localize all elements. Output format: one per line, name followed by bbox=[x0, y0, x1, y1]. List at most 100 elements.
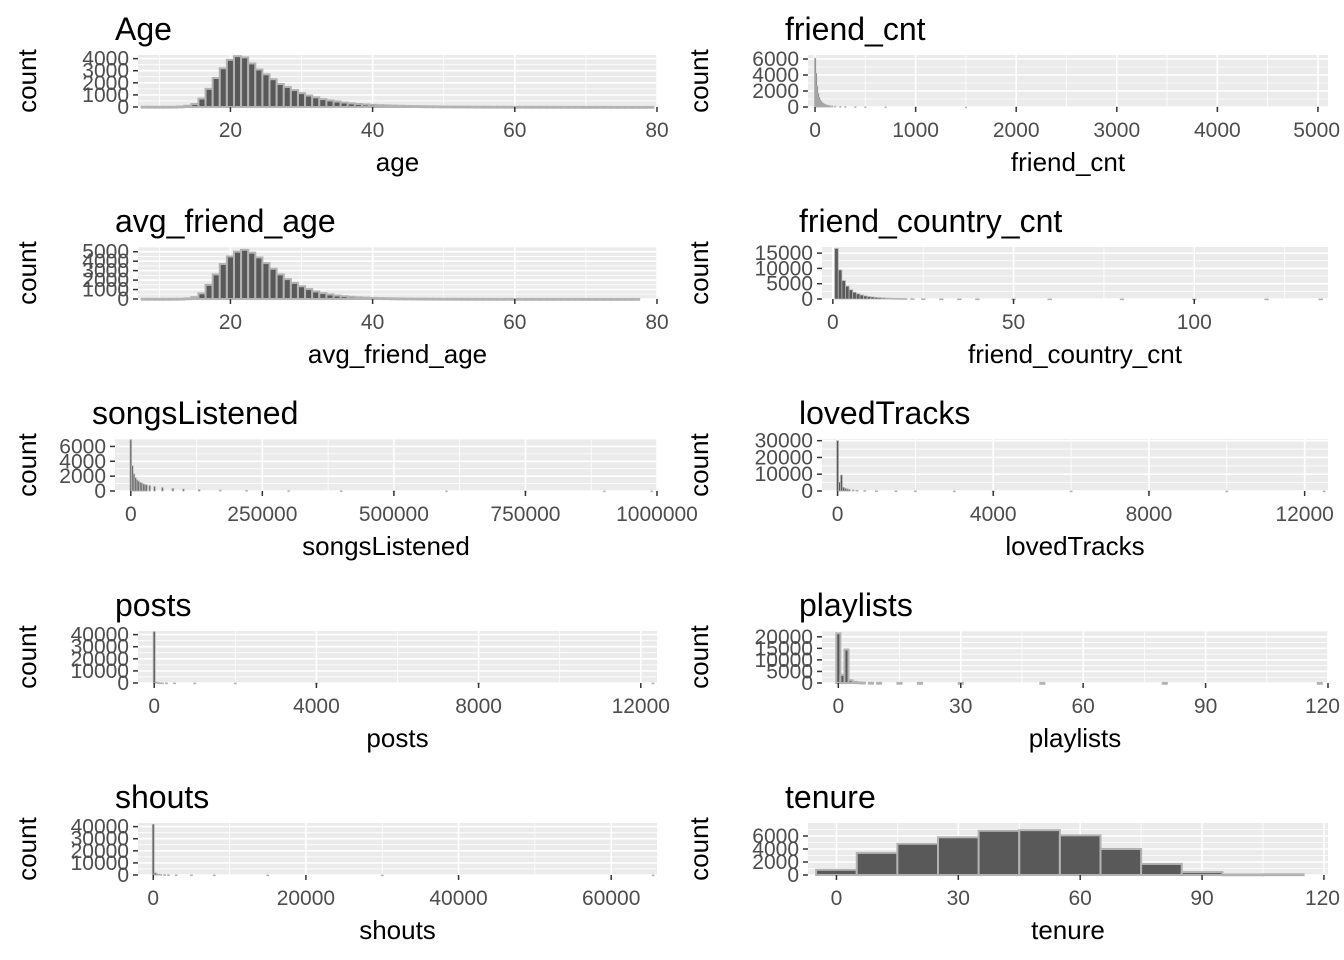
histogram-bar bbox=[1099, 848, 1143, 876]
histogram-bar bbox=[910, 298, 915, 300]
histogram-bar bbox=[867, 681, 875, 685]
histogram-bar bbox=[1018, 829, 1061, 877]
y-tick-label: 0 bbox=[117, 672, 129, 695]
y-tick-label: 10000 bbox=[755, 257, 813, 280]
x-tick-label: 4000 bbox=[293, 695, 340, 718]
panel-title: songsListened bbox=[92, 395, 298, 431]
x-tick-label: 3000 bbox=[1093, 119, 1140, 142]
histogram-bar bbox=[920, 298, 926, 300]
x-tick-label: 60 bbox=[503, 311, 526, 334]
histogram-bar bbox=[815, 868, 858, 876]
x-axis-label: avg_friend_age bbox=[308, 339, 487, 369]
x-tick-label: 2000 bbox=[993, 119, 1040, 142]
x-tick-label: 20 bbox=[219, 119, 242, 142]
x-tick-label: 12000 bbox=[1275, 503, 1333, 526]
y-tick-label: 0 bbox=[801, 672, 813, 695]
x-tick-label: 20 bbox=[219, 311, 242, 334]
x-axis-label: playlists bbox=[1029, 723, 1121, 753]
histogram-bar bbox=[631, 297, 641, 301]
y-tick-label: 0 bbox=[787, 864, 799, 887]
y-tick-label: 4000 bbox=[82, 250, 129, 273]
histogram-bar bbox=[171, 488, 175, 492]
x-tick-label: 0 bbox=[147, 887, 159, 910]
histogram-bar bbox=[603, 490, 606, 493]
x-axis-label: songsListened bbox=[302, 531, 470, 561]
panel-title: friend_country_cnt bbox=[799, 203, 1062, 239]
y-tick-label: 0 bbox=[117, 288, 129, 311]
x-tick-label: 50 bbox=[1002, 311, 1025, 334]
x-tick-label: 40 bbox=[361, 311, 384, 334]
x-tick-label: 40 bbox=[361, 119, 384, 142]
x-tick-label: 80 bbox=[645, 119, 668, 142]
x-tick-label: 8000 bbox=[1126, 503, 1173, 526]
histogram-bar bbox=[854, 106, 857, 108]
x-axis-label: lovedTracks bbox=[1005, 531, 1144, 561]
y-tick-label: 5000 bbox=[766, 660, 813, 683]
x-axis-label: shouts bbox=[359, 915, 436, 945]
histogram-bar bbox=[160, 682, 164, 685]
histogram-bar bbox=[859, 681, 866, 685]
y-tick-label: 0 bbox=[801, 288, 813, 311]
x-tick-label: 90 bbox=[1194, 695, 1217, 718]
y-tick-label: 10000 bbox=[755, 463, 813, 486]
y-tick-label: 0 bbox=[94, 480, 106, 503]
histogram-bar bbox=[875, 490, 878, 492]
histogram-bar bbox=[839, 106, 842, 108]
y-tick-label: 3000 bbox=[82, 260, 129, 283]
x-tick-label: 30 bbox=[947, 887, 970, 910]
y-tick-label: 10000 bbox=[71, 660, 129, 683]
x-axis-label: posts bbox=[366, 723, 428, 753]
histogram-bar bbox=[1264, 298, 1269, 301]
y-tick-label: 15000 bbox=[755, 637, 813, 660]
y-tick-label: 2000 bbox=[82, 269, 129, 292]
histogram-bar bbox=[840, 474, 843, 492]
y-tick-label: 20000 bbox=[71, 648, 129, 671]
histogram-bar bbox=[1322, 490, 1326, 493]
histogram-bar bbox=[896, 842, 939, 876]
histogram-bar bbox=[1316, 681, 1323, 685]
histogram-bar bbox=[233, 682, 237, 685]
histogram-bar bbox=[855, 851, 899, 877]
histogram-bar bbox=[829, 105, 832, 108]
histogram-bar bbox=[161, 487, 164, 492]
y-tick-label: 20000 bbox=[755, 626, 813, 649]
y-tick-label: 4000 bbox=[59, 450, 106, 473]
y-tick-label: 1000 bbox=[82, 84, 129, 107]
x-tick-label: 12000 bbox=[612, 695, 670, 718]
panel-title: tenure bbox=[785, 779, 876, 815]
histogram-bar bbox=[1180, 871, 1224, 877]
histogram-bar bbox=[651, 874, 655, 877]
histogram-bar bbox=[148, 485, 151, 492]
histogram-bar bbox=[190, 874, 193, 877]
x-tick-label: 750000 bbox=[490, 503, 560, 526]
histogram-bar bbox=[219, 489, 222, 492]
histogram-bar bbox=[198, 489, 201, 492]
y-tick-label: 30000 bbox=[71, 828, 129, 851]
histogram-bar bbox=[167, 874, 170, 876]
histogram-bar bbox=[651, 682, 655, 685]
x-tick-label: 60 bbox=[1071, 695, 1094, 718]
y-tick-label: 0 bbox=[117, 864, 129, 887]
y-tick-label: 0 bbox=[787, 96, 799, 119]
panel-title: playlists bbox=[799, 587, 913, 623]
y-tick-label: 15000 bbox=[755, 242, 813, 265]
histogram-bar bbox=[977, 829, 1021, 876]
y-tick-label: 30000 bbox=[71, 636, 129, 659]
histogram-bar bbox=[863, 490, 867, 492]
y-axis-label: count bbox=[12, 432, 42, 496]
histogram-bar bbox=[884, 106, 887, 109]
y-tick-label: 0 bbox=[117, 96, 129, 119]
y-tick-label: 30000 bbox=[755, 430, 813, 453]
histogram-bar bbox=[145, 484, 148, 492]
x-tick-label: 0 bbox=[148, 695, 160, 718]
histogram-bar bbox=[1140, 862, 1183, 877]
x-tick-label: 1000 bbox=[892, 119, 939, 142]
panel-background bbox=[822, 247, 1328, 299]
x-tick-label: 60 bbox=[1069, 887, 1092, 910]
